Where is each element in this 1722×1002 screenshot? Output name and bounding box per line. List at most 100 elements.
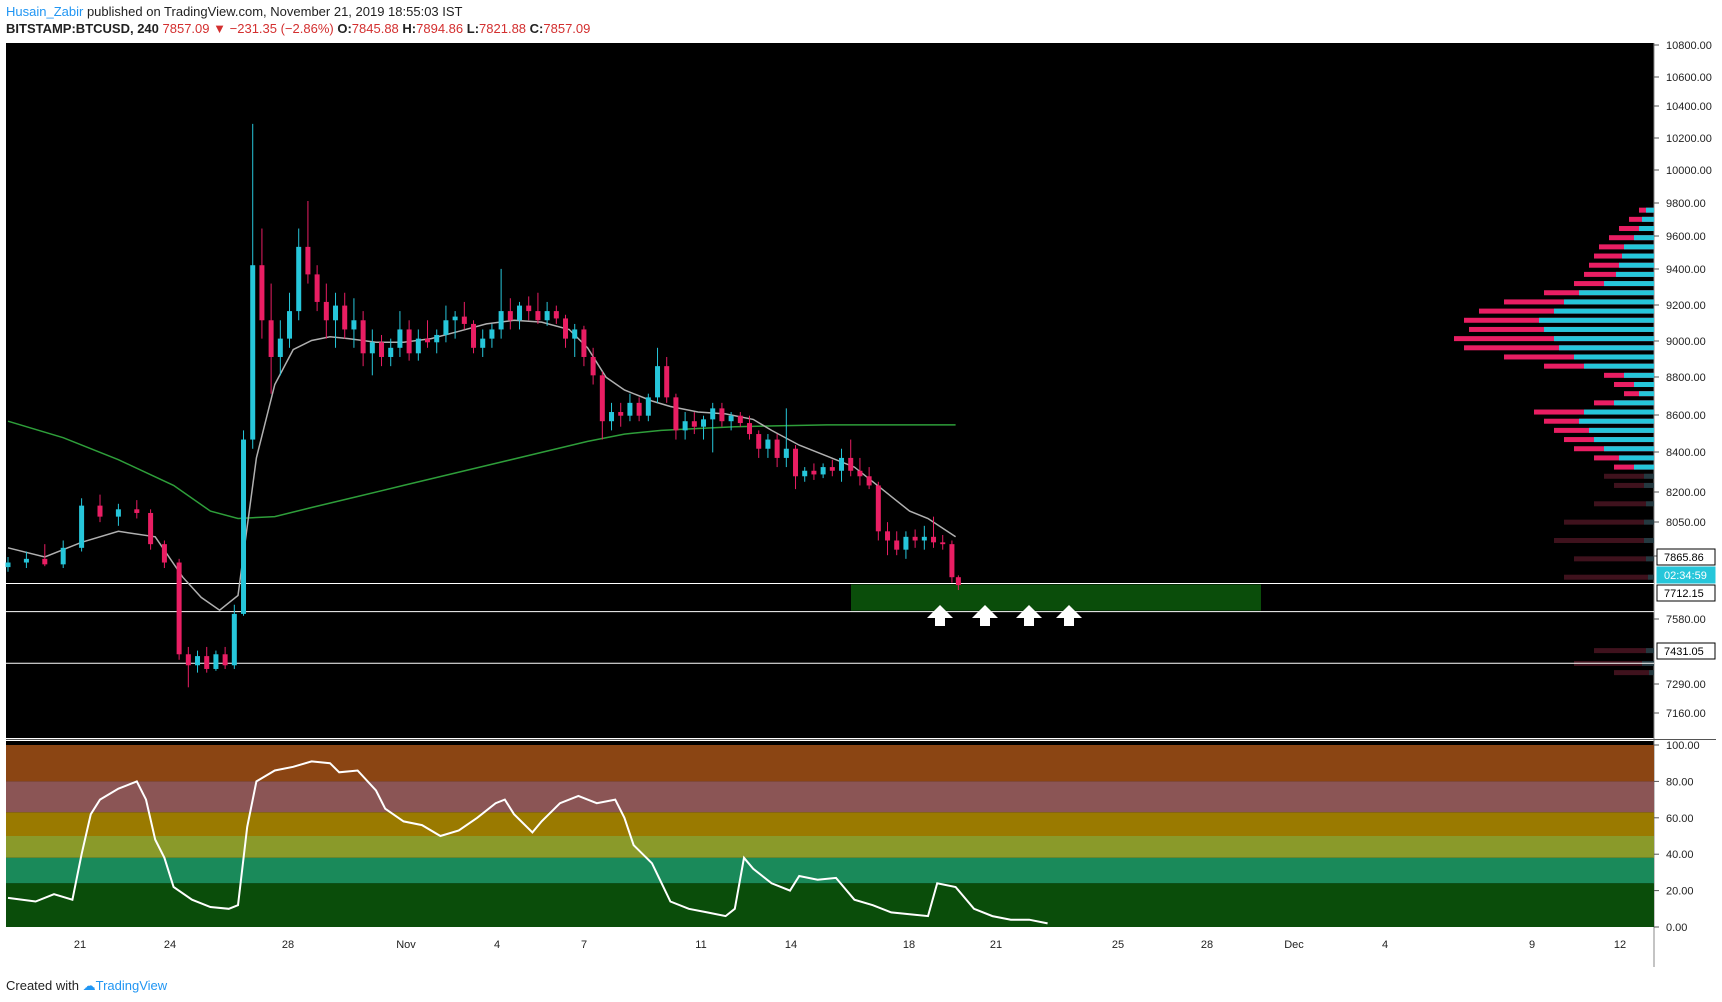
candle[interactable]: [526, 305, 532, 312]
candle[interactable]: [314, 274, 320, 302]
candle[interactable]: [553, 311, 559, 319]
price-axis-background[interactable]: [1654, 43, 1716, 967]
candle[interactable]: [231, 613, 237, 666]
candle[interactable]: [793, 448, 799, 477]
candle[interactable]: [480, 338, 486, 348]
candle[interactable]: [535, 311, 541, 321]
candle[interactable]: [259, 265, 265, 321]
candle[interactable]: [636, 402, 642, 416]
candle[interactable]: [406, 329, 412, 354]
candle[interactable]: [443, 320, 449, 335]
candle[interactable]: [517, 305, 523, 321]
candle[interactable]: [802, 470, 808, 477]
candle[interactable]: [912, 536, 918, 541]
candle[interactable]: [42, 558, 48, 565]
candle[interactable]: [305, 246, 311, 275]
candle[interactable]: [296, 246, 302, 312]
candle[interactable]: [627, 402, 633, 416]
candle[interactable]: [682, 421, 688, 431]
candle[interactable]: [452, 316, 458, 321]
candle[interactable]: [903, 536, 909, 550]
candle[interactable]: [323, 301, 329, 321]
price-pane-background[interactable]: [6, 43, 1654, 738]
candle[interactable]: [204, 656, 210, 669]
candle[interactable]: [97, 505, 103, 517]
candle[interactable]: [161, 544, 167, 563]
candle[interactable]: [691, 421, 697, 427]
candle[interactable]: [415, 338, 421, 354]
candle[interactable]: [728, 415, 734, 422]
candle[interactable]: [489, 329, 495, 339]
chart-area[interactable]: 10800.00 10600.00 10400.00 10200.00 10000.00…: [0, 0, 1722, 968]
candle[interactable]: [471, 323, 477, 348]
candle[interactable]: [747, 423, 753, 435]
candle[interactable]: [866, 476, 872, 486]
candle[interactable]: [885, 531, 891, 541]
candle[interactable]: [544, 311, 550, 321]
candle[interactable]: [342, 305, 348, 330]
candle[interactable]: [737, 415, 743, 424]
candle[interactable]: [176, 562, 182, 655]
candle[interactable]: [79, 505, 85, 548]
candle[interactable]: [848, 457, 854, 471]
candle[interactable]: [949, 544, 955, 578]
candle[interactable]: [134, 509, 140, 513]
candle[interactable]: [572, 329, 578, 339]
candle[interactable]: [379, 342, 385, 357]
candle[interactable]: [425, 338, 431, 343]
candle[interactable]: [701, 419, 707, 427]
candle[interactable]: [783, 448, 789, 458]
candle[interactable]: [115, 509, 121, 517]
candle[interactable]: [618, 412, 624, 416]
candle[interactable]: [955, 577, 961, 586]
candle[interactable]: [195, 656, 201, 666]
candle[interactable]: [563, 318, 569, 339]
candle[interactable]: [820, 467, 826, 475]
candle[interactable]: [213, 654, 219, 669]
candle[interactable]: [590, 356, 596, 376]
candle[interactable]: [23, 558, 29, 563]
candle[interactable]: [222, 654, 228, 666]
candle[interactable]: [498, 311, 504, 330]
candle[interactable]: [931, 536, 937, 543]
candle[interactable]: [756, 434, 762, 449]
candle[interactable]: [268, 320, 274, 357]
candle[interactable]: [507, 311, 513, 321]
candle[interactable]: [333, 305, 339, 321]
candle[interactable]: [241, 439, 247, 614]
candle[interactable]: [857, 470, 863, 477]
candle[interactable]: [710, 408, 716, 420]
candle[interactable]: [875, 485, 881, 532]
candle[interactable]: [719, 408, 725, 422]
candle[interactable]: [811, 470, 817, 475]
candle[interactable]: [839, 457, 845, 471]
candle[interactable]: [351, 320, 357, 330]
time-axis-background[interactable]: [6, 927, 1654, 967]
candle[interactable]: [940, 542, 946, 545]
candle[interactable]: [664, 366, 670, 398]
candle[interactable]: [894, 540, 900, 550]
candle[interactable]: [765, 439, 771, 449]
candle[interactable]: [250, 265, 256, 440]
candle[interactable]: [461, 316, 467, 324]
candle[interactable]: [277, 338, 283, 357]
candle[interactable]: [185, 654, 191, 666]
tradingview-link[interactable]: TradingView: [95, 978, 168, 993]
candle[interactable]: [774, 439, 780, 458]
candle[interactable]: [581, 329, 587, 357]
candle[interactable]: [369, 342, 375, 354]
candle[interactable]: [599, 375, 605, 422]
candle[interactable]: [287, 311, 293, 339]
author-link[interactable]: Husain_Zabir: [6, 4, 84, 19]
candle[interactable]: [148, 512, 154, 545]
candle[interactable]: [60, 547, 66, 565]
candle[interactable]: [655, 366, 661, 398]
candle[interactable]: [5, 562, 11, 568]
candle[interactable]: [388, 347, 394, 357]
candle[interactable]: [921, 536, 927, 541]
candle[interactable]: [609, 412, 615, 422]
candle[interactable]: [397, 329, 403, 348]
candle[interactable]: [360, 320, 366, 354]
candle[interactable]: [645, 397, 651, 416]
support-zone[interactable]: [851, 584, 1261, 611]
